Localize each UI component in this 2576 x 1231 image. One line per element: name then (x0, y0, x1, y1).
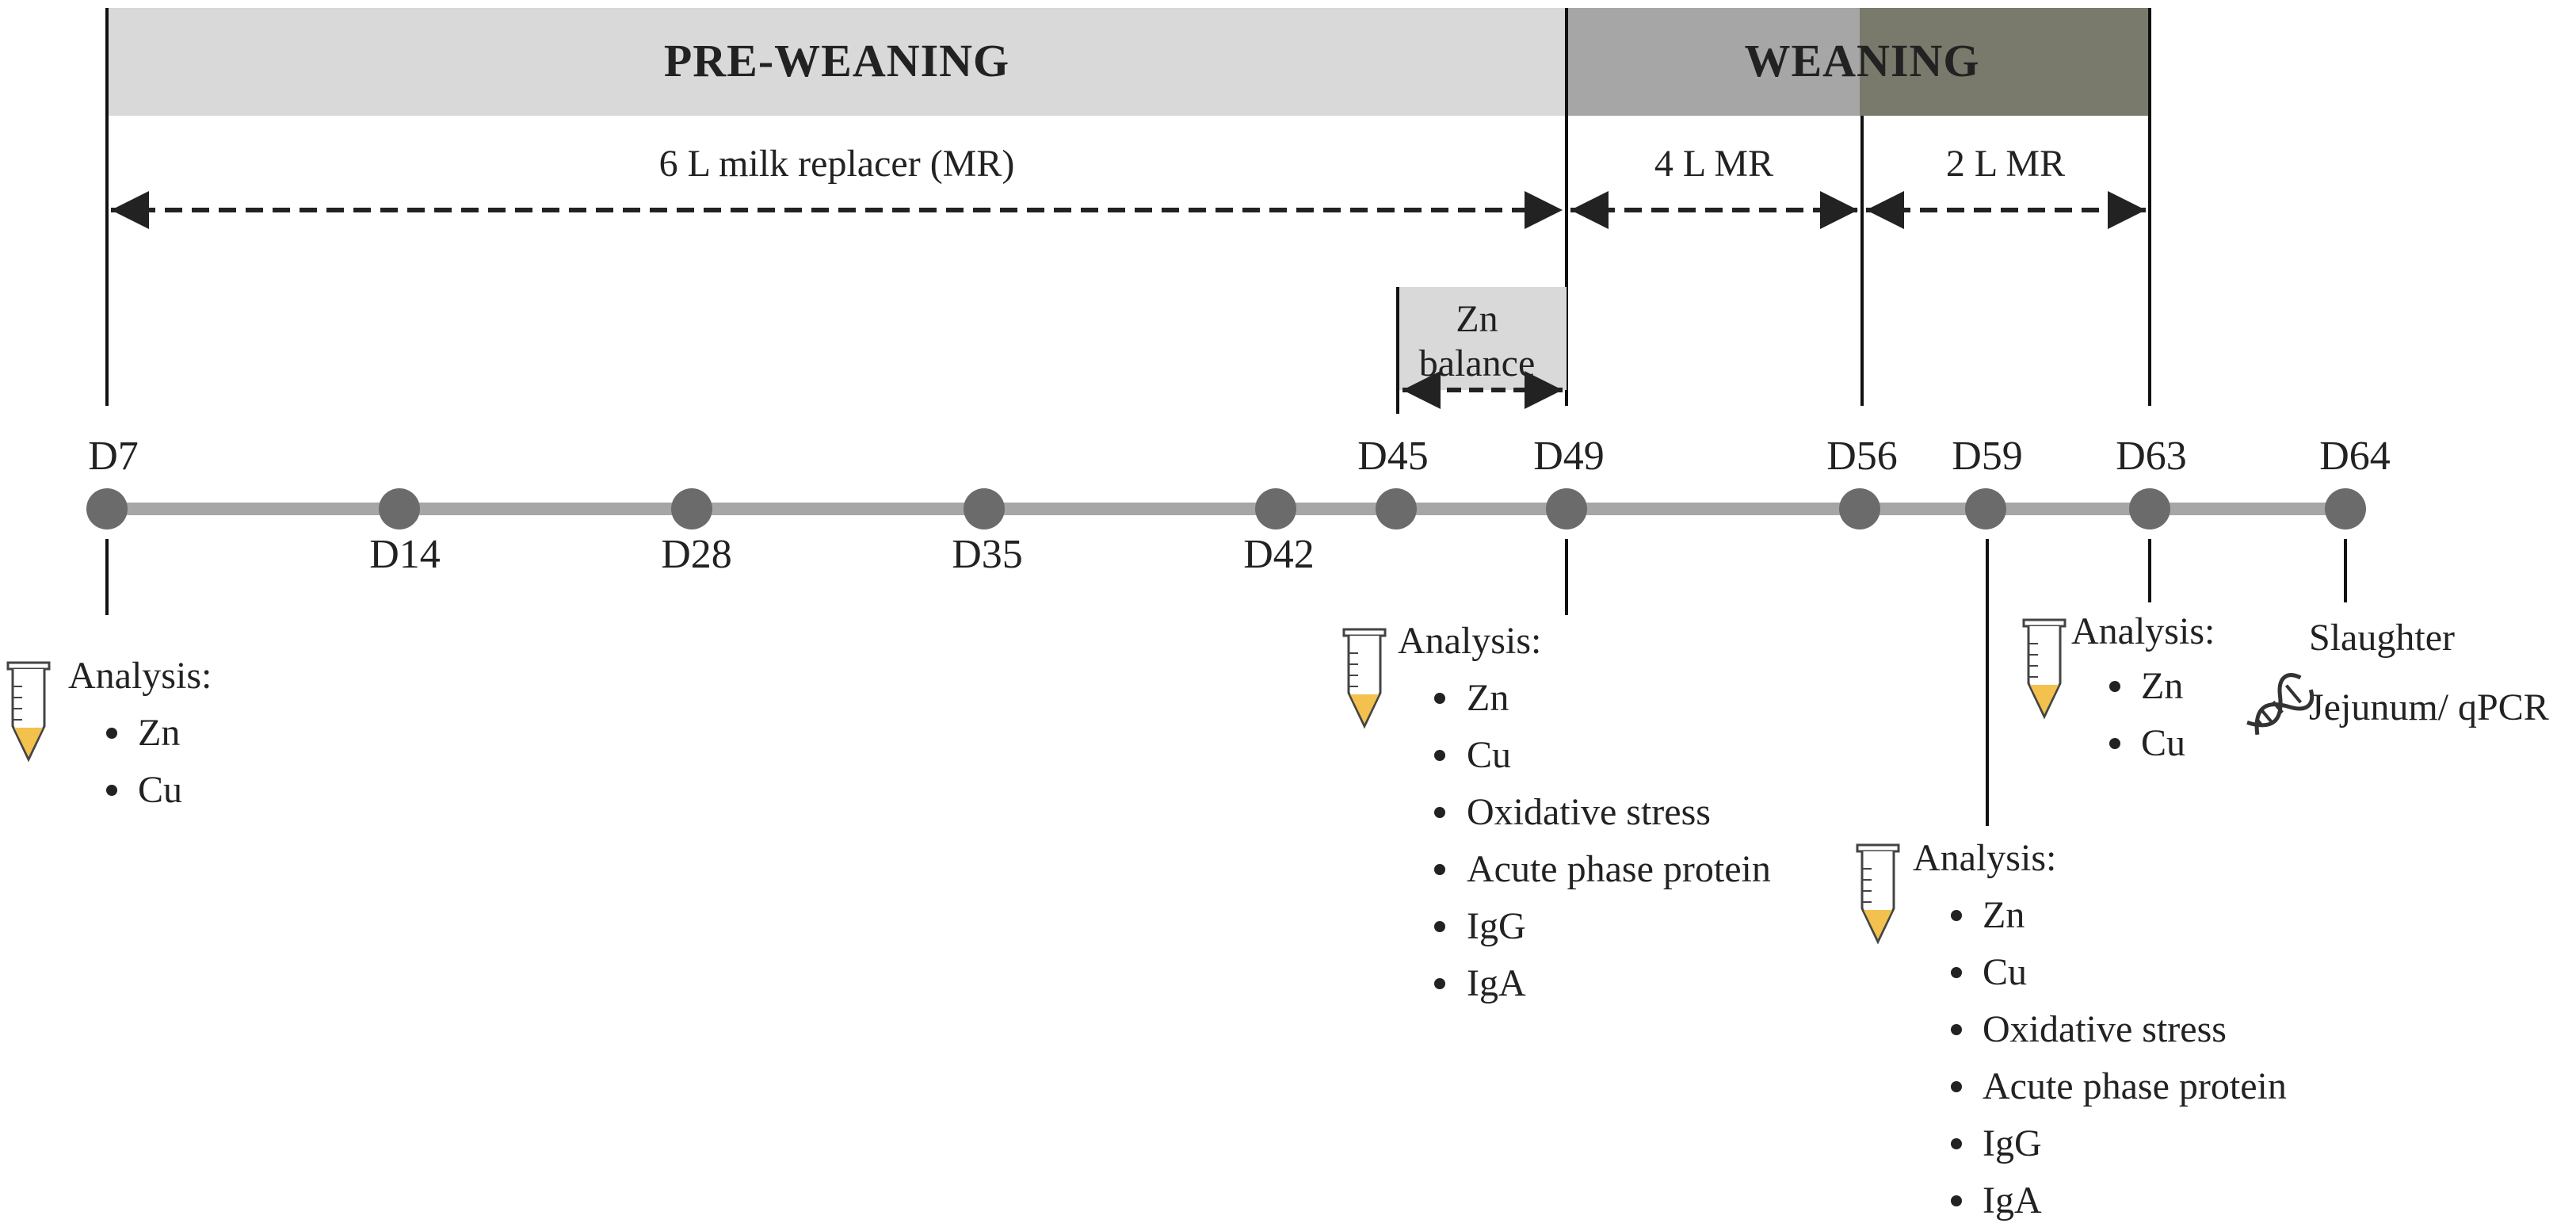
day-label-d64: D64 (2319, 434, 2391, 479)
bullet (1434, 750, 1445, 761)
bullet (1434, 807, 1445, 818)
feeding-6l-label: 6 L milk replacer (MR) (659, 143, 1015, 185)
day-label-d7: D7 (88, 434, 139, 479)
weaning-bar-second (1860, 8, 2149, 116)
day-label-d49: D49 (1533, 434, 1605, 479)
analysis-d63-item: Zn (2141, 665, 2183, 707)
bullet (1434, 921, 1445, 932)
bullet (1434, 864, 1445, 875)
bullet (1951, 1081, 1962, 1092)
sample-tube-icon (6, 661, 51, 761)
day-label-d28: D28 (661, 532, 732, 577)
node-d63 (2129, 488, 2170, 529)
bullet (1434, 693, 1445, 704)
node-d35 (964, 488, 1005, 529)
bullet (106, 728, 117, 739)
dna-icon (2246, 673, 2315, 736)
analysis-d49-item: IgG (1467, 905, 1526, 947)
weaning-label: WEANING (1744, 35, 1979, 86)
analysis-d63-title: Analysis: (2071, 610, 2215, 652)
analysis-d49-title: Analysis: (1398, 620, 1541, 662)
weaning-bar-first (1567, 8, 1860, 116)
day-label-d63: D63 (2116, 434, 2187, 479)
analysis-d7-title: Analysis: (68, 655, 212, 697)
node-d45 (1376, 488, 1417, 529)
node-d42 (1255, 488, 1296, 529)
bullet (1434, 978, 1445, 989)
node-d28 (671, 488, 712, 529)
feeding-4l-label: 4 L MR (1654, 143, 1773, 185)
node-d49 (1546, 488, 1587, 529)
analysis-d49-item: Acute phase protein (1467, 848, 1771, 890)
day-label-d35: D35 (952, 532, 1023, 577)
day-label-d59: D59 (1952, 434, 2023, 479)
zn-balance-line1: Zn (1456, 298, 1498, 340)
slaughter-label: Slaughter (2309, 617, 2455, 659)
day-label-d42: D42 (1243, 532, 1315, 577)
feeding-2l-label: 2 L MR (1946, 143, 2065, 185)
bullet (1951, 1138, 1962, 1149)
analysis-d7-item: Zn (138, 712, 180, 754)
analysis-d49-item: IgA (1467, 962, 1526, 1004)
bullet (2109, 738, 2120, 749)
analysis-d59-title: Analysis: (1913, 837, 2056, 879)
node-d56 (1839, 488, 1880, 529)
slaughter-detail: Jejunum/ qPCR (2309, 686, 2549, 728)
sample-tube-icon (1856, 843, 1900, 943)
pre-weaning-label: PRE-WEANING (664, 35, 1009, 86)
node-d59 (1965, 488, 2006, 529)
analysis-d7-item: Cu (138, 769, 182, 811)
bullet (1951, 967, 1962, 978)
sample-tube-icon (2022, 618, 2067, 718)
day-label-d45: D45 (1357, 434, 1429, 479)
bullet (106, 785, 117, 796)
analysis-d59-item: IgA (1983, 1179, 2042, 1221)
analysis-d49-item: Zn (1467, 677, 1509, 719)
analysis-d49-item: Cu (1467, 734, 1511, 776)
bullet (1951, 910, 1962, 921)
zn-balance-line2: balance (1419, 342, 1536, 384)
pre-weaning-bar (107, 8, 1567, 116)
day-label-d56: D56 (1826, 434, 1898, 479)
analysis-d59-item: Oxidative stress (1983, 1008, 2227, 1050)
analysis-d59-item: Zn (1983, 894, 2025, 936)
analysis-d49-item: Oxidative stress (1467, 791, 1711, 833)
bullet (1951, 1195, 1962, 1206)
analysis-d59-item: Acute phase protein (1983, 1065, 2287, 1107)
node-d7 (86, 488, 128, 529)
sample-tube-icon (1342, 628, 1387, 728)
node-d14 (379, 488, 420, 529)
node-d64 (2325, 488, 2366, 529)
bullet (1951, 1024, 1962, 1035)
analysis-d63-item: Cu (2141, 722, 2185, 764)
analysis-d59-item: Cu (1983, 951, 2027, 993)
day-label-d14: D14 (369, 532, 441, 577)
bullet (2109, 681, 2120, 692)
analysis-d59-item: IgG (1983, 1122, 2042, 1164)
